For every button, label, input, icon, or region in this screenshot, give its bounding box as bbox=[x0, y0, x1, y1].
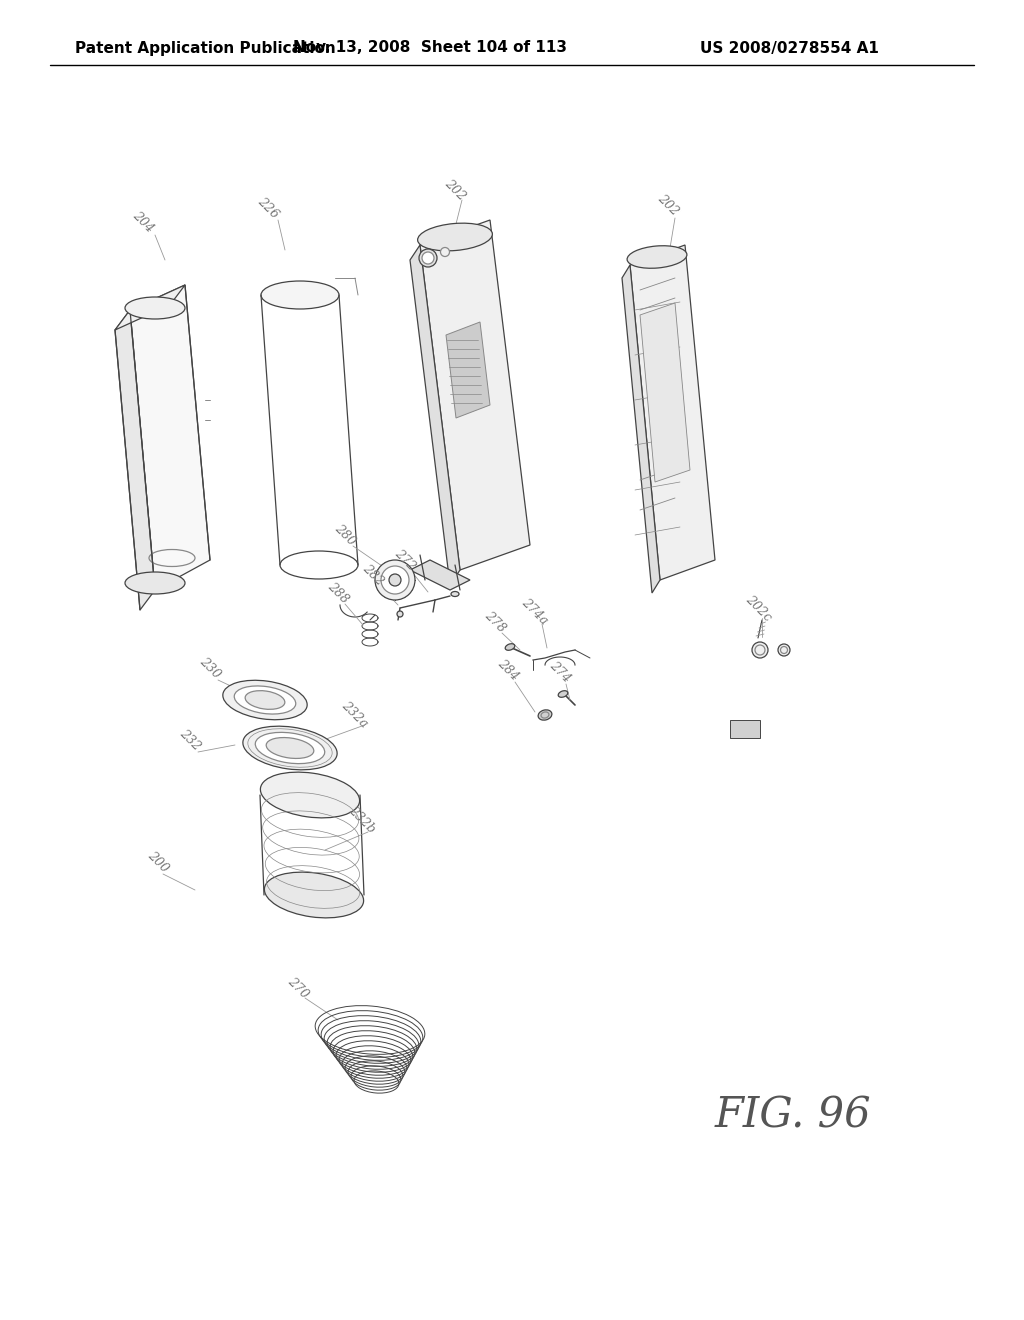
Text: FIG. 96: FIG. 96 bbox=[715, 1094, 871, 1137]
Ellipse shape bbox=[261, 281, 339, 309]
Text: 274a: 274a bbox=[519, 597, 551, 628]
Ellipse shape bbox=[627, 246, 687, 268]
Polygon shape bbox=[130, 285, 210, 590]
Ellipse shape bbox=[558, 690, 568, 697]
Text: 202c: 202c bbox=[742, 593, 773, 623]
Ellipse shape bbox=[752, 642, 768, 657]
Ellipse shape bbox=[260, 772, 359, 818]
Polygon shape bbox=[640, 304, 690, 482]
Ellipse shape bbox=[264, 873, 364, 917]
Text: 270: 270 bbox=[285, 975, 311, 1001]
Ellipse shape bbox=[419, 249, 437, 267]
Ellipse shape bbox=[778, 644, 790, 656]
Text: 230: 230 bbox=[197, 655, 223, 681]
Ellipse shape bbox=[422, 252, 434, 264]
Ellipse shape bbox=[418, 223, 493, 251]
Ellipse shape bbox=[440, 248, 450, 256]
Text: Nov. 13, 2008  Sheet 104 of 113: Nov. 13, 2008 Sheet 104 of 113 bbox=[293, 41, 567, 55]
Ellipse shape bbox=[397, 611, 403, 616]
Text: 202: 202 bbox=[442, 177, 468, 203]
Ellipse shape bbox=[375, 560, 415, 601]
Ellipse shape bbox=[245, 690, 285, 709]
Ellipse shape bbox=[243, 726, 337, 770]
Text: 272: 272 bbox=[392, 546, 418, 573]
Text: 280: 280 bbox=[332, 521, 358, 548]
Text: 200: 200 bbox=[145, 849, 171, 875]
Ellipse shape bbox=[505, 644, 515, 651]
Ellipse shape bbox=[234, 686, 296, 714]
Polygon shape bbox=[446, 322, 490, 418]
Text: 232b: 232b bbox=[346, 804, 378, 836]
Polygon shape bbox=[115, 310, 155, 610]
Text: 282: 282 bbox=[359, 562, 386, 589]
Text: 284: 284 bbox=[495, 657, 521, 682]
Text: 288: 288 bbox=[325, 579, 351, 606]
Polygon shape bbox=[410, 246, 460, 585]
Ellipse shape bbox=[266, 738, 313, 759]
Ellipse shape bbox=[255, 733, 325, 764]
Text: 232: 232 bbox=[177, 727, 203, 754]
Text: 202: 202 bbox=[655, 191, 681, 218]
Text: 232a: 232a bbox=[339, 700, 371, 731]
Polygon shape bbox=[410, 560, 470, 590]
Polygon shape bbox=[420, 220, 530, 570]
Polygon shape bbox=[630, 246, 715, 579]
Polygon shape bbox=[115, 285, 185, 330]
Ellipse shape bbox=[381, 566, 409, 594]
Text: 278: 278 bbox=[482, 609, 508, 635]
Text: Patent Application Publication: Patent Application Publication bbox=[75, 41, 336, 55]
Ellipse shape bbox=[125, 297, 185, 319]
Text: 204: 204 bbox=[130, 209, 156, 235]
Ellipse shape bbox=[389, 574, 401, 586]
Ellipse shape bbox=[223, 680, 307, 719]
Text: US 2008/0278554 A1: US 2008/0278554 A1 bbox=[700, 41, 879, 55]
Text: 226: 226 bbox=[255, 195, 281, 220]
Text: 274: 274 bbox=[547, 659, 573, 685]
Ellipse shape bbox=[539, 710, 552, 721]
FancyBboxPatch shape bbox=[730, 719, 760, 738]
Ellipse shape bbox=[451, 591, 459, 597]
Ellipse shape bbox=[125, 572, 185, 594]
Polygon shape bbox=[622, 265, 660, 593]
